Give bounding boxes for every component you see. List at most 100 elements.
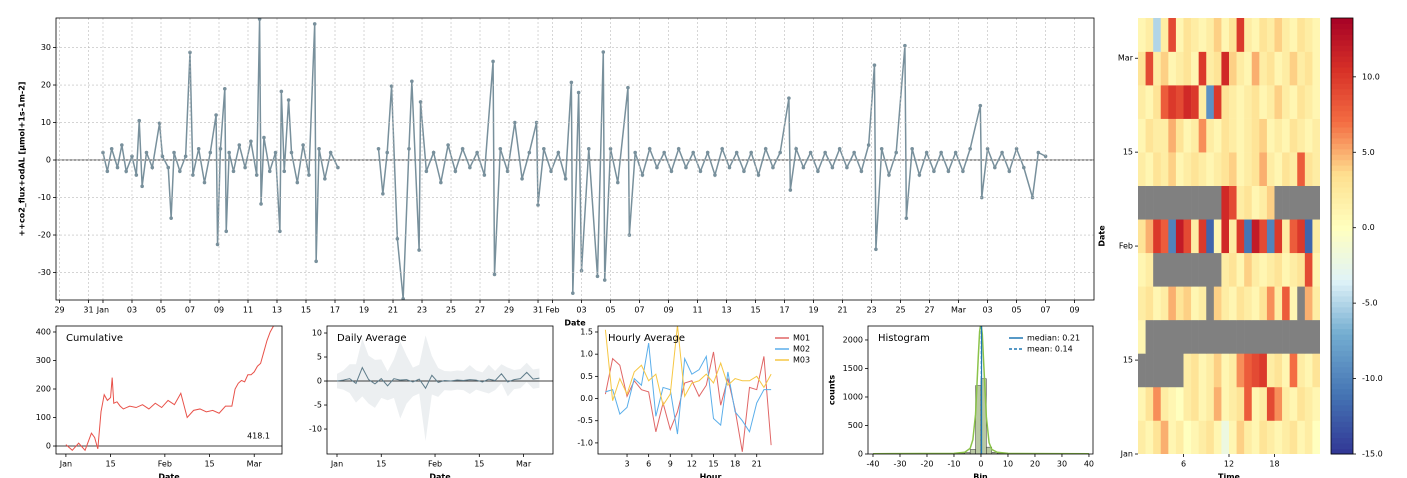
data-point	[608, 146, 613, 151]
data-point	[513, 120, 517, 125]
colorbar-step	[1331, 274, 1353, 281]
y-tick-label: 0.5	[580, 372, 593, 381]
colorbar-step	[1331, 246, 1353, 253]
heat-cell	[1206, 51, 1215, 86]
heat-cell	[1266, 152, 1275, 186]
colorbar-step	[1331, 99, 1353, 106]
data-point	[968, 146, 972, 151]
colorbar-step	[1331, 154, 1353, 161]
colorbar-tick-label: -5.0	[1362, 299, 1378, 308]
heat-cell	[1191, 118, 1199, 153]
data-point	[289, 150, 294, 155]
missing-cell	[1145, 185, 1154, 220]
colorbar-step	[1331, 225, 1353, 232]
x-tick-label: 25	[446, 306, 456, 315]
heat-cell	[1229, 51, 1237, 86]
colorbar-step	[1331, 306, 1353, 313]
heat-cell	[1289, 353, 1298, 388]
missing-cell	[1153, 353, 1162, 388]
missing-cell	[1266, 319, 1275, 354]
data-point	[137, 118, 142, 123]
heat-cell	[1213, 219, 1222, 254]
colorbar-step	[1331, 18, 1353, 24]
data-point	[218, 146, 223, 151]
missing-cell	[1282, 319, 1290, 354]
colorbar-step	[1331, 252, 1353, 259]
heat-cell	[1183, 353, 1192, 388]
heat-cell	[1175, 286, 1184, 321]
heat-cell	[1251, 118, 1260, 153]
data-point	[424, 169, 429, 174]
colorbar-step	[1331, 105, 1353, 112]
heat-cell	[1274, 353, 1283, 388]
data-line	[605, 342, 772, 435]
heat-cell	[1236, 353, 1245, 388]
heat-cell	[1175, 18, 1184, 52]
heat-cell	[1251, 152, 1260, 186]
heat-cell	[1251, 353, 1260, 388]
heat-cell	[1259, 185, 1268, 220]
y-tick-label: 400	[36, 327, 51, 336]
spread-band	[336, 335, 540, 442]
data-point	[720, 146, 724, 151]
heat-cell	[1138, 219, 1146, 254]
y-tick-label: -10	[309, 425, 322, 434]
data-point	[120, 143, 124, 147]
heat-cell	[1183, 118, 1192, 153]
heat-cell	[1160, 219, 1169, 254]
colorbar-step	[1331, 263, 1353, 270]
data-point	[615, 180, 620, 185]
data-point	[713, 173, 717, 177]
plot-area	[56, 326, 282, 452]
heat-cell	[1153, 386, 1162, 421]
data-point	[939, 150, 943, 155]
data-point	[788, 188, 793, 192]
y-tick-label: 20	[41, 81, 51, 90]
colorbar-step	[1331, 214, 1353, 221]
missing-cell	[1183, 319, 1192, 354]
x-tick-label: 17	[330, 306, 340, 315]
heat-cell	[1221, 386, 1230, 421]
data-point	[323, 176, 327, 181]
missing-cell	[1206, 319, 1215, 354]
data-point	[301, 143, 305, 147]
missing-cell	[1206, 252, 1215, 287]
missing-cell	[1274, 319, 1283, 354]
x-tick-label: -20	[920, 460, 933, 469]
heat-cell	[1198, 118, 1207, 153]
data-point	[734, 150, 739, 155]
missing-cell	[1312, 185, 1320, 220]
data-point	[431, 150, 436, 155]
missing-cell	[1206, 185, 1215, 220]
heat-cell	[1160, 152, 1169, 186]
panel-title: Daily Average	[337, 333, 407, 344]
y-tick-label: 100	[36, 413, 51, 422]
heat-cell	[1145, 51, 1154, 86]
missing-cell	[1168, 185, 1177, 220]
heat-cell	[1175, 118, 1184, 153]
heat-cell	[1312, 152, 1320, 186]
x-tick-label: Jan	[59, 460, 72, 469]
data-point	[595, 274, 600, 279]
data-point	[191, 173, 195, 177]
x-tick-label: 21	[388, 306, 398, 315]
legend-label: M02	[793, 345, 810, 354]
colorbar-step	[1331, 45, 1353, 52]
colorbar-step	[1331, 132, 1353, 139]
data-point	[312, 22, 317, 26]
data-line	[604, 326, 772, 407]
heat-cell	[1236, 118, 1245, 153]
heat-cell	[1244, 420, 1253, 454]
colorbar-step	[1331, 437, 1353, 444]
y-tick-label: Feb	[1119, 242, 1133, 251]
data-point	[376, 146, 381, 151]
heat-cell	[1236, 219, 1245, 254]
heat-cell	[1312, 420, 1320, 454]
data-point	[961, 169, 965, 174]
data-point	[684, 165, 688, 170]
heat-cell	[1282, 353, 1290, 388]
y-tick-label: -1.0	[577, 438, 593, 447]
colorbar-step	[1331, 181, 1353, 188]
y-tick-label: 2000	[843, 335, 863, 344]
heat-cell	[1297, 85, 1306, 119]
